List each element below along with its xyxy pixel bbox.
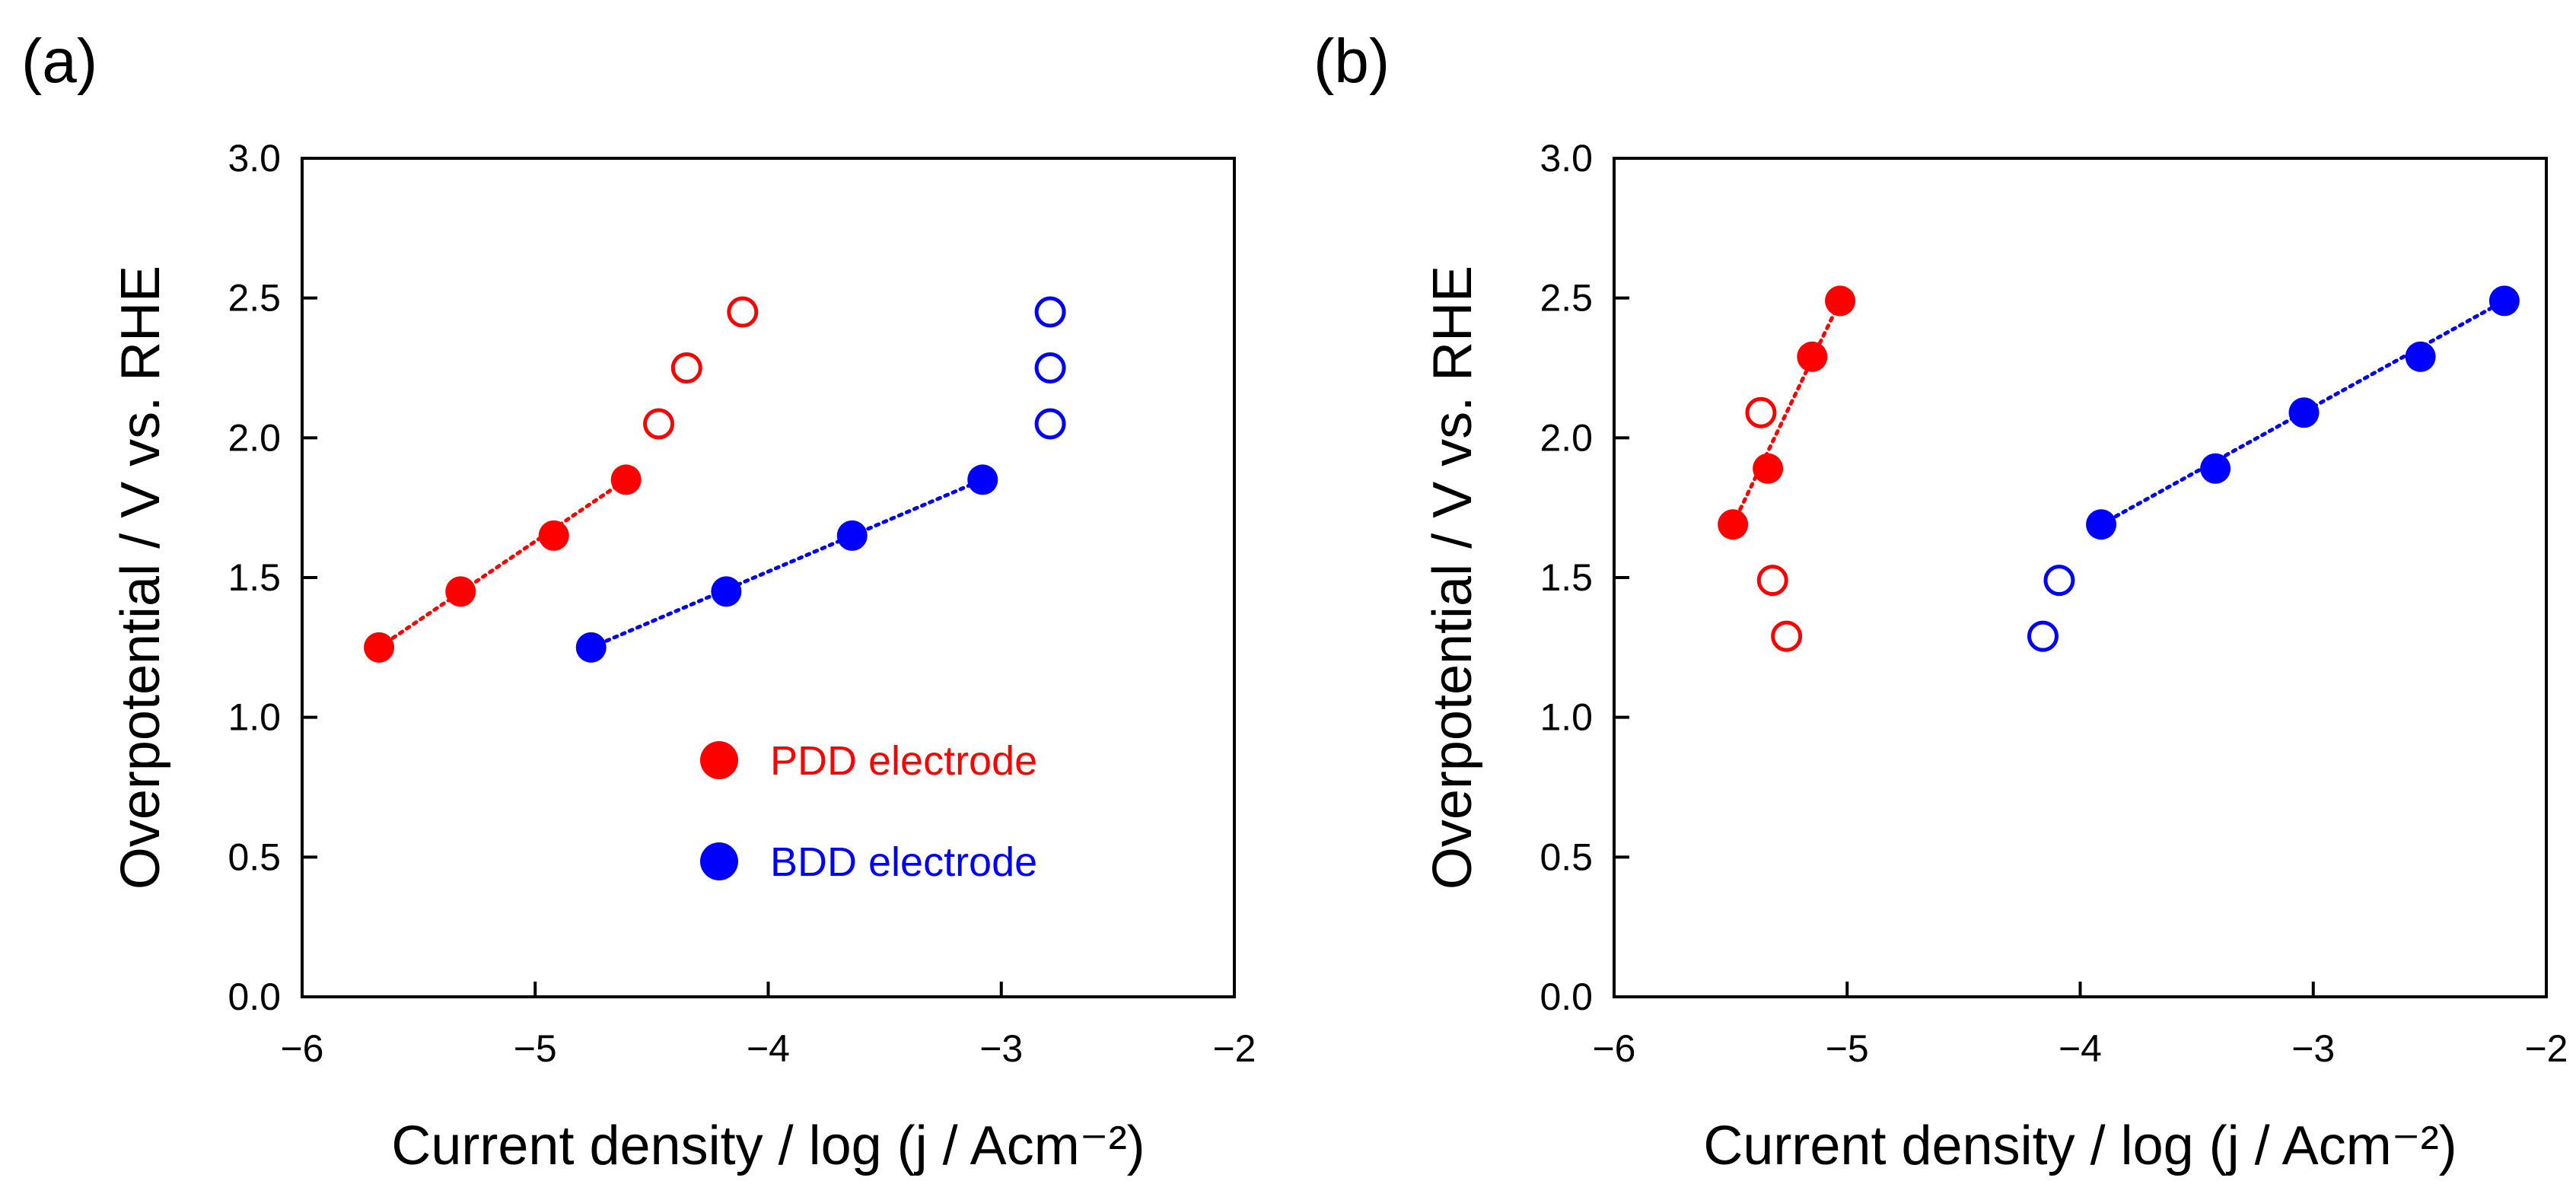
data-point-open [670, 352, 702, 384]
plot-frame [1613, 157, 2548, 998]
y-tick-label: 2.0 [1540, 416, 1593, 459]
y-tick-label: 2.5 [1540, 277, 1593, 320]
fit-line [377, 477, 629, 650]
x-tick-label: −6 [1592, 1027, 1635, 1070]
fit-line [589, 477, 985, 650]
data-point-filled [1825, 285, 1856, 317]
x-tick-label: −4 [747, 1027, 790, 1070]
y-tick-label: 2.0 [228, 416, 281, 459]
y-tick-label: 0.5 [1540, 836, 1593, 878]
plot-frame [301, 157, 1236, 998]
data-point-filled [2086, 509, 2117, 540]
y-tick-label: 1.5 [1540, 556, 1593, 599]
x-tick-label: −5 [1826, 1027, 1869, 1070]
data-point-open [2027, 620, 2059, 652]
x-tick-label: −3 [2291, 1027, 2335, 1070]
data-point-filled [575, 632, 607, 663]
data-point-filled [711, 576, 742, 607]
panel-label: (b) [1313, 27, 1390, 96]
data-point-open [727, 296, 759, 328]
legend-marker [700, 741, 738, 779]
data-point-open [1771, 620, 1803, 652]
legend-label: BDD electrode [770, 839, 1037, 885]
x-tick-label: −6 [280, 1027, 323, 1070]
data-point-open [1034, 296, 1066, 328]
data-point-filled [445, 576, 476, 607]
legend-marker [700, 842, 738, 880]
data-point-open [2043, 565, 2075, 597]
x-tick-label: −4 [2059, 1027, 2102, 1070]
data-point-filled [2405, 341, 2436, 372]
data-point-open [1756, 565, 1788, 597]
panel-label: (a) [21, 27, 97, 96]
data-point-filled [364, 632, 395, 663]
y-tick-label: 3.0 [1540, 137, 1593, 180]
data-point-open [643, 408, 675, 440]
data-point-filled [1718, 509, 1749, 540]
y-tick-label: 0.0 [228, 976, 281, 1018]
data-point-filled [538, 520, 569, 551]
data-point-filled [967, 464, 998, 495]
data-point-filled [1797, 341, 1828, 372]
y-tick-label: 0.0 [1540, 976, 1593, 1018]
y-tick-label: 3.0 [228, 137, 281, 180]
fit-line [1731, 298, 1842, 527]
y-axis-title: Overpotential / V vs. RHE [1422, 266, 1483, 890]
legend-label: PDD electrode [770, 738, 1037, 784]
x-tick-label: −3 [979, 1027, 1023, 1070]
y-tick-label: 1.0 [1540, 696, 1593, 739]
data-point-open [1745, 396, 1777, 428]
data-point-open [1034, 408, 1066, 440]
y-tick-label: 1.5 [228, 556, 281, 599]
y-axis-title: Overpotential / V vs. RHE [110, 266, 171, 890]
data-point-filled [836, 520, 868, 551]
x-axis-title: Current density / log (j / Acm⁻²) [391, 1116, 1145, 1176]
x-axis-title: Current density / log (j / Acm⁻²) [1703, 1116, 2457, 1176]
data-point-filled [1753, 453, 1784, 484]
data-point-filled [2488, 285, 2520, 317]
x-tick-label: −2 [2524, 1027, 2568, 1070]
panel-b: (b) 0.0 0.5 1.0 1.5 2.0 2.5 3.0 −6 −5 −4 −3 −2 Curren… [1313, 27, 2568, 1176]
panel-a: (a) 0.0 0.5 1.0 1.5 2.0 2.5 3.0 −6 −5 −4 −3 −2 Curren… [21, 27, 1256, 1176]
y-tick-label: 0.5 [228, 836, 281, 878]
data-point-filled [2288, 397, 2320, 428]
x-tick-label: −2 [1212, 1027, 1256, 1070]
y-tick-label: 1.0 [228, 696, 281, 739]
data-point-open [1034, 352, 1066, 384]
x-tick-label: −5 [514, 1027, 557, 1070]
data-point-filled [2200, 453, 2231, 484]
y-tick-label: 2.5 [228, 277, 281, 320]
data-point-filled [610, 464, 642, 495]
